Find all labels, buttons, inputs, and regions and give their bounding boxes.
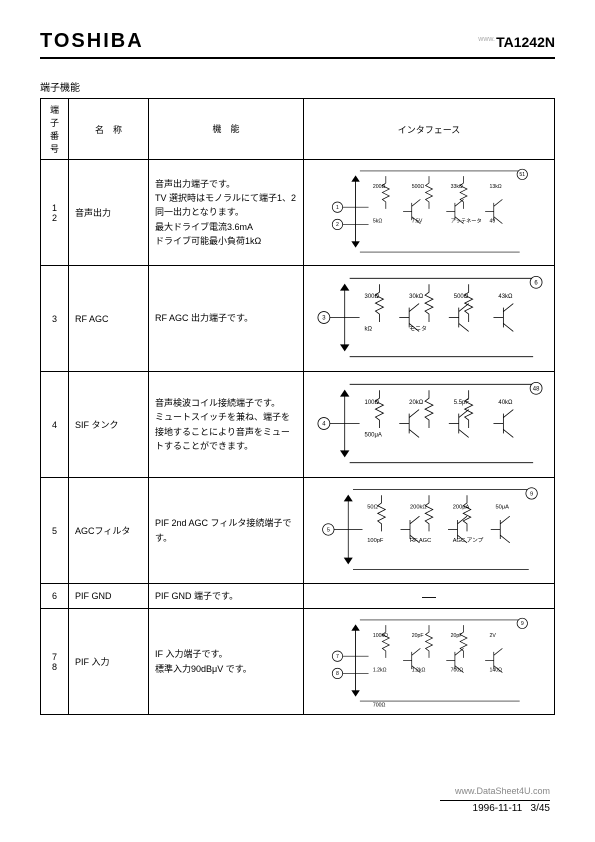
pin-number: 6	[41, 584, 69, 609]
svg-text:43kΩ: 43kΩ	[498, 294, 513, 300]
svg-text:500μA: 500μA	[365, 432, 382, 438]
schematic-diagram: 448100Ω20kΩ5.5pF40kΩ500μA	[310, 376, 548, 471]
svg-text:200kΩ: 200kΩ	[410, 505, 427, 511]
svg-text:2V: 2V	[489, 633, 496, 639]
svg-text:5: 5	[327, 527, 330, 533]
svg-text:20kΩ: 20kΩ	[409, 400, 424, 406]
part-number: TA1242N	[496, 34, 555, 50]
svg-text:700Ω: 700Ω	[451, 668, 464, 674]
section-title: 端子機能	[40, 79, 555, 94]
svg-text:700Ω: 700Ω	[373, 702, 386, 708]
header: TOSHIBA TA1242N	[40, 30, 555, 59]
svg-text:50μA: 50μA	[496, 505, 510, 511]
pin-function: PIF GND 端子です。	[149, 584, 304, 609]
schematic-diagram: 7 8 9 100kΩ 20pF 20pF 2V 1.2kΩ 1.2kΩ 700Ω 140Ω 700Ω	[310, 613, 548, 708]
svg-text:7.5V: 7.5V	[412, 219, 423, 225]
pin-function-table: 端子番号 名 称 機 能 インタフェース 12音声出力音声出力端子です。TV 選…	[40, 98, 555, 715]
svg-text:1.2kΩ: 1.2kΩ	[412, 668, 426, 674]
svg-text:8: 8	[336, 671, 339, 677]
schematic-diagram: 5 9 50Ω 200kΩ 200μA 50μA 100pF RF AGC AGC アンプ	[310, 482, 548, 577]
header-pin-num: 端子番号	[41, 99, 69, 160]
svg-text:1.2kΩ: 1.2kΩ	[373, 668, 387, 674]
pin-name: PIF GND	[69, 584, 149, 609]
table-row: 4SIF タンク音声検波コイル接続端子です。ミュートスイッチを兼ね、端子を接地す…	[41, 372, 555, 478]
pin-name: SIF タンク	[69, 372, 149, 478]
svg-text:7: 7	[336, 654, 339, 660]
svg-text:モニタ: モニタ	[409, 324, 427, 332]
pin-number: 78	[41, 609, 69, 715]
svg-text:30kΩ: 30kΩ	[409, 294, 424, 300]
header-function: 機 能	[149, 99, 304, 160]
no-schematic: —	[310, 588, 548, 604]
table-row: 6PIF GNDPIF GND 端子です。 —	[41, 584, 555, 609]
svg-text:500Ω: 500Ω	[454, 294, 469, 300]
svg-text:48: 48	[533, 386, 540, 392]
svg-text:500Ω: 500Ω	[412, 184, 425, 190]
svg-text:50Ω: 50Ω	[367, 505, 378, 511]
footer-page: 3/45	[531, 803, 550, 814]
svg-text:49: 49	[489, 219, 495, 225]
footer-date: 1996-11-11	[473, 803, 523, 814]
header-interface: インタフェース	[304, 99, 555, 160]
brand-logo: TOSHIBA	[40, 30, 144, 53]
schematic-diagram: 36300Ω30kΩ500Ω43kΩkΩモニタ	[310, 270, 548, 365]
svg-text:13kΩ: 13kΩ	[489, 184, 501, 190]
pin-function: 音声検波コイル接続端子です。ミュートスイッチを兼ね、端子を接地することにより音声…	[149, 372, 304, 478]
svg-text:5kΩ: 5kΩ	[373, 219, 382, 225]
svg-text:5.5pF: 5.5pF	[454, 400, 470, 406]
pin-interface: 36300Ω30kΩ500Ω43kΩkΩモニタ	[304, 266, 555, 372]
pin-function: IF 入力端子です。標準入力90dBμV です。	[149, 609, 304, 715]
svg-text:kΩ: kΩ	[365, 326, 373, 332]
svg-text:100Ω: 100Ω	[365, 400, 380, 406]
pin-number: 3	[41, 266, 69, 372]
svg-text:1: 1	[336, 205, 339, 211]
pin-name: AGCフィルタ	[69, 478, 149, 584]
pin-interface: 7 8 9 100kΩ 20pF 20pF 2V 1.2kΩ 1.2kΩ 700Ω 140Ω 700Ω	[304, 609, 555, 715]
svg-text:9: 9	[521, 621, 524, 627]
svg-text:100kΩ: 100kΩ	[373, 633, 388, 639]
svg-text:300Ω: 300Ω	[365, 294, 380, 300]
svg-text:200Ω: 200Ω	[373, 184, 386, 190]
svg-text:200μA: 200μA	[453, 505, 470, 511]
svg-text:140Ω: 140Ω	[489, 668, 502, 674]
svg-text:40kΩ: 40kΩ	[498, 400, 513, 406]
pin-function: 音声出力端子です。TV 選択時はモノラルにて端子1、2 同一出力となります。最大…	[149, 160, 304, 266]
pin-number: 12	[41, 160, 69, 266]
pin-number: 5	[41, 478, 69, 584]
svg-text:AGC アンプ: AGC アンプ	[453, 537, 484, 544]
table-row: 78PIF 入力IF 入力端子です。標準入力90dBμV です。789100kΩ…	[41, 609, 555, 715]
svg-text:20pF: 20pF	[412, 633, 424, 639]
pin-function: RF AGC 出力端子です。	[149, 266, 304, 372]
svg-text:33kΩ: 33kΩ	[451, 184, 463, 190]
pin-name: 音声出力	[69, 160, 149, 266]
svg-text:9: 9	[530, 491, 533, 497]
table-row: 12音声出力音声出力端子です。TV 選択時はモノラルにて端子1、2 同一出力とな…	[41, 160, 555, 266]
pin-interface: 5 9 50Ω 200kΩ 200μA 50μA 100pF RF AGC AGC アンプ	[304, 478, 555, 584]
pin-name: RF AGC	[69, 266, 149, 372]
svg-text:アッテネータ: アッテネータ	[451, 217, 482, 225]
svg-text:20pF: 20pF	[451, 633, 463, 639]
pin-function: PIF 2nd AGC フィルタ接続端子です。	[149, 478, 304, 584]
header-name: 名 称	[69, 99, 149, 160]
watermark-bottom: www.DataSheet4U.com	[455, 786, 550, 796]
pin-interface: 448100Ω20kΩ5.5pF40kΩ500μA	[304, 372, 555, 478]
svg-text:100pF: 100pF	[367, 538, 384, 544]
svg-text:2: 2	[336, 222, 339, 228]
pin-number: 4	[41, 372, 69, 478]
pin-interface: 1 2 51 200Ω 500Ω 33kΩ 13kΩ 5kΩ 7.5V アッテネータ 49	[304, 160, 555, 266]
table-row: 5AGCフィルタPIF 2nd AGC フィルタ接続端子です。5950Ω200k…	[41, 478, 555, 584]
pin-interface: —	[304, 584, 555, 609]
svg-text:51: 51	[519, 172, 525, 178]
watermark-top: www.	[478, 36, 495, 43]
footer: 1996-11-11 3/45	[440, 800, 550, 814]
schematic-diagram: 1 2 51 200Ω 500Ω 33kΩ 13kΩ 5kΩ 7.5V アッテネータ 49	[310, 164, 548, 259]
table-row: 3RF AGCRF AGC 出力端子です。36300Ω30kΩ500Ω43kΩk…	[41, 266, 555, 372]
svg-text:RF AGC: RF AGC	[410, 538, 431, 544]
pin-name: PIF 入力	[69, 609, 149, 715]
